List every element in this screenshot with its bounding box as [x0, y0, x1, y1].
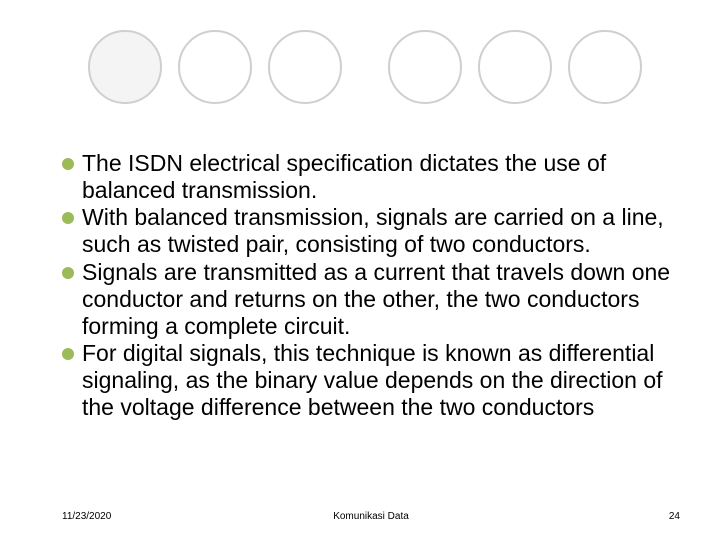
decorative-circle	[268, 30, 342, 104]
footer-page-number: 24	[669, 511, 680, 522]
decorative-circle	[478, 30, 552, 104]
bullet-item: With balanced transmission, signals are …	[62, 204, 680, 258]
footer-date: 11/23/2020	[62, 511, 111, 522]
bullet-text: The ISDN electrical specification dictat…	[82, 150, 680, 204]
bullet-icon	[62, 158, 74, 170]
decorative-circle	[88, 30, 162, 104]
decorative-circle	[178, 30, 252, 104]
bullet-item: Signals are transmitted as a current tha…	[62, 259, 680, 340]
decorative-circles-row	[88, 30, 642, 104]
bullet-item: For digital signals, this technique is k…	[62, 340, 680, 421]
bullet-icon	[62, 212, 74, 224]
footer-title: Komunikasi Data	[333, 511, 409, 522]
bullet-icon	[62, 348, 74, 360]
slide-content: The ISDN electrical specification dictat…	[62, 150, 680, 421]
bullet-text: Signals are transmitted as a current tha…	[82, 259, 680, 340]
decorative-circle	[568, 30, 642, 104]
bullet-item: The ISDN electrical specification dictat…	[62, 150, 680, 204]
decorative-circle	[388, 30, 462, 104]
bullet-text: For digital signals, this technique is k…	[82, 340, 680, 421]
bullet-text: With balanced transmission, signals are …	[82, 204, 680, 258]
slide-footer: 11/23/2020 Komunikasi Data 24	[62, 511, 680, 522]
bullet-icon	[62, 267, 74, 279]
